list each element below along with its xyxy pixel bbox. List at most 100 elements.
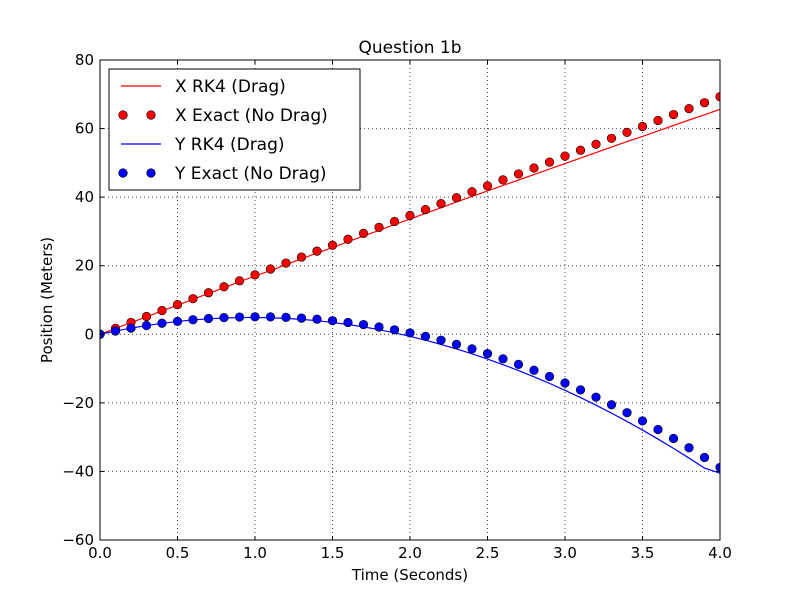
legend-label: X RK4 (Drag) xyxy=(175,77,286,97)
data-point-x-exact-no-drag xyxy=(157,305,167,316)
data-point-x-exact-no-drag xyxy=(327,240,338,250)
data-point-x-exact-no-drag xyxy=(141,311,152,322)
data-point-x-exact-no-drag xyxy=(265,264,276,274)
data-point-x-exact-no-drag xyxy=(684,104,694,114)
data-point-y-exact-no-drag xyxy=(327,316,338,326)
x-tick-label: 4.0 xyxy=(708,544,732,562)
data-point-y-exact-no-drag xyxy=(296,313,307,323)
data-point-x-exact-no-drag xyxy=(203,288,214,298)
y-tick-label: 40 xyxy=(75,188,94,206)
data-point-y-exact-no-drag xyxy=(622,408,632,418)
data-point-y-exact-no-drag xyxy=(436,335,446,345)
data-point-x-exact-no-drag xyxy=(622,127,632,137)
data-point-x-exact-no-drag xyxy=(405,210,415,221)
data-point-x-exact-no-drag xyxy=(606,133,617,143)
data-point-y-exact-no-drag xyxy=(513,359,524,369)
data-point-y-exact-no-drag xyxy=(637,416,648,426)
data-point-y-exact-no-drag xyxy=(157,318,167,328)
y-tick-label: −60 xyxy=(62,531,94,549)
x-tick-label: 0.5 xyxy=(166,544,190,562)
data-point-x-exact-no-drag xyxy=(467,187,477,197)
tick-layer: 0.0 0.5 1.0 1.5 2.0 2.5 3.0 3.5 4.0 −60 −40 −20 0 20 4… xyxy=(62,51,732,562)
data-point-y-exact-no-drag xyxy=(389,325,400,335)
data-point-y-exact-no-drag xyxy=(265,312,276,322)
y-tick-label: 80 xyxy=(75,51,94,69)
y-tick-label: 60 xyxy=(75,120,94,138)
data-point-y-exact-no-drag xyxy=(110,326,121,336)
data-point-y-exact-no-drag xyxy=(544,371,555,382)
data-point-x-exact-no-drag xyxy=(529,163,539,173)
data-point-y-exact-no-drag xyxy=(234,312,245,322)
x-axis-label: Time (Seconds) xyxy=(351,566,468,584)
data-point-x-exact-no-drag xyxy=(374,222,384,232)
data-point-x-exact-no-drag xyxy=(250,270,260,280)
data-point-x-exact-no-drag xyxy=(219,282,229,292)
chart-title: Question 1b xyxy=(358,38,461,58)
data-point-x-exact-no-drag xyxy=(188,294,198,304)
data-point-y-exact-no-drag xyxy=(529,365,539,375)
data-point-x-exact-no-drag xyxy=(715,92,720,102)
y-axis-label: Position (Meters) xyxy=(38,237,56,363)
data-point-y-exact-no-drag xyxy=(203,313,214,324)
data-point-x-exact-no-drag xyxy=(420,204,431,215)
data-point-x-exact-no-drag xyxy=(436,199,446,209)
data-point-x-exact-no-drag xyxy=(312,246,322,256)
data-point-y-exact-no-drag xyxy=(312,314,322,324)
data-point-x-exact-no-drag xyxy=(482,181,493,191)
data-point-x-exact-no-drag xyxy=(668,109,679,120)
data-point-y-exact-no-drag xyxy=(343,317,353,328)
data-point-y-exact-no-drag xyxy=(374,322,384,332)
x-tick-label: 2.0 xyxy=(398,544,422,562)
y-tick-label: −20 xyxy=(62,394,94,412)
legend-marker-swatch xyxy=(118,168,128,178)
x-tick-label: 1.5 xyxy=(321,544,345,562)
data-point-x-exact-no-drag xyxy=(234,276,245,286)
data-point-x-exact-no-drag xyxy=(296,252,307,262)
legend-label: Y RK4 (Drag) xyxy=(174,135,285,155)
data-point-y-exact-no-drag xyxy=(467,344,477,354)
data-point-y-exact-no-drag xyxy=(358,319,369,330)
data-point-x-exact-no-drag xyxy=(172,299,183,310)
data-point-y-exact-no-drag xyxy=(482,349,493,359)
data-point-x-exact-no-drag xyxy=(653,115,663,126)
data-point-y-exact-no-drag xyxy=(219,313,229,323)
x-tick-label: 3.5 xyxy=(631,544,655,562)
data-point-x-exact-no-drag xyxy=(451,193,462,203)
data-point-y-exact-no-drag xyxy=(699,452,710,463)
x-tick-label: 0.0 xyxy=(88,544,112,562)
data-point-x-exact-no-drag xyxy=(513,169,524,179)
data-point-y-exact-no-drag xyxy=(715,462,720,473)
data-point-y-exact-no-drag xyxy=(498,354,508,364)
y-tick-label: −40 xyxy=(62,462,94,480)
data-point-y-exact-no-drag xyxy=(250,312,260,322)
data-point-x-exact-no-drag xyxy=(637,121,648,132)
data-point-x-exact-no-drag xyxy=(544,157,555,167)
data-point-x-exact-no-drag xyxy=(281,258,291,268)
x-tick-label: 2.5 xyxy=(476,544,500,562)
data-point-y-exact-no-drag xyxy=(575,385,586,395)
legend-label: X Exact (No Drag) xyxy=(175,106,328,126)
data-point-y-exact-no-drag xyxy=(420,331,431,341)
data-point-y-exact-no-drag xyxy=(281,312,291,322)
x-tick-label: 3.0 xyxy=(553,544,577,562)
legend-marker-swatch xyxy=(118,110,128,120)
legend: X RK4 (Drag) X Exact (No Drag) Y RK4 (Drag… xyxy=(108,68,361,191)
data-point-x-exact-no-drag xyxy=(575,145,586,155)
x-tick-label: 1.0 xyxy=(243,544,267,562)
data-point-x-exact-no-drag xyxy=(560,151,570,161)
data-point-x-exact-no-drag xyxy=(591,139,601,149)
data-point-y-exact-no-drag xyxy=(141,320,152,331)
data-point-y-exact-no-drag xyxy=(560,378,570,388)
legend-label: Y Exact (No Drag) xyxy=(174,164,327,184)
data-point-x-exact-no-drag xyxy=(498,175,508,185)
legend-marker-swatch xyxy=(146,110,156,120)
y-tick-label: 20 xyxy=(75,257,94,275)
data-point-x-exact-no-drag xyxy=(343,234,353,244)
legend-marker-swatch xyxy=(146,168,156,178)
data-point-x-exact-no-drag xyxy=(389,216,400,227)
data-point-y-exact-no-drag xyxy=(684,443,694,453)
data-point-y-exact-no-drag xyxy=(451,339,462,349)
data-point-y-exact-no-drag xyxy=(606,400,617,410)
